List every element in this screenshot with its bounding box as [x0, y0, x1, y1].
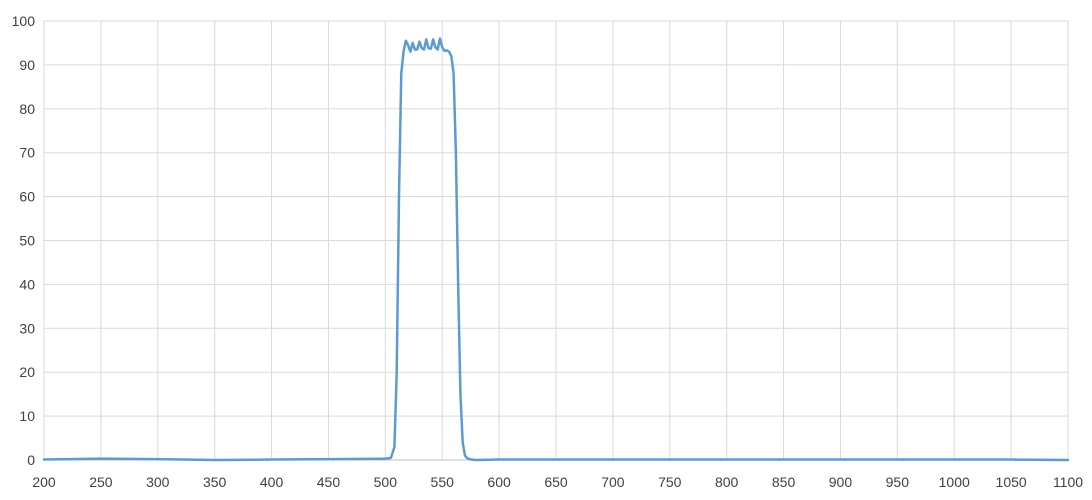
y-tick-label: 80 — [19, 101, 35, 117]
x-tick-label: 1000 — [939, 474, 970, 490]
x-tick-label: 600 — [487, 474, 511, 490]
x-tick-label: 550 — [431, 474, 455, 490]
y-tick-label: 90 — [19, 57, 35, 73]
x-tick-label: 900 — [829, 474, 853, 490]
x-tick-label: 650 — [544, 474, 568, 490]
gridlines — [43, 20, 1069, 461]
series-line-0 — [42, 37, 1070, 462]
y-axis: 0 10 20 30 40 50 60 70 80 90 100 — [12, 13, 36, 468]
x-tick-label: 450 — [317, 474, 341, 490]
y-tick-label: 60 — [19, 189, 35, 205]
x-tick-label: 200 — [32, 474, 56, 490]
x-tick-label: 350 — [203, 474, 227, 490]
y-tick-label: 40 — [19, 276, 35, 292]
x-tick-label: 1100 — [1053, 474, 1083, 490]
x-tick-label: 700 — [601, 474, 625, 490]
x-tick-label: 950 — [886, 474, 910, 490]
x-tick-label: 850 — [772, 474, 796, 490]
x-tick-label: 800 — [715, 474, 739, 490]
y-tick-label: 70 — [19, 145, 35, 161]
x-tick-label: 500 — [374, 474, 398, 490]
x-tick-label: 400 — [260, 474, 284, 490]
y-tick-label: 30 — [19, 320, 35, 336]
y-tick-label: 100 — [12, 13, 36, 29]
x-tick-label: 300 — [146, 474, 170, 490]
x-tick-label: 1050 — [996, 474, 1027, 490]
y-tick-label: 10 — [19, 408, 35, 424]
x-axis: 200 250 300 350 400 450 500 550 600 650 700 750 800 8… — [32, 474, 1083, 490]
y-tick-label: 50 — [19, 233, 35, 249]
x-tick-label: 750 — [658, 474, 682, 490]
y-tick-label: 0 — [27, 452, 35, 468]
y-tick-label: 20 — [19, 364, 35, 380]
x-tick-label: 250 — [89, 474, 113, 490]
plot-area — [42, 37, 1070, 462]
